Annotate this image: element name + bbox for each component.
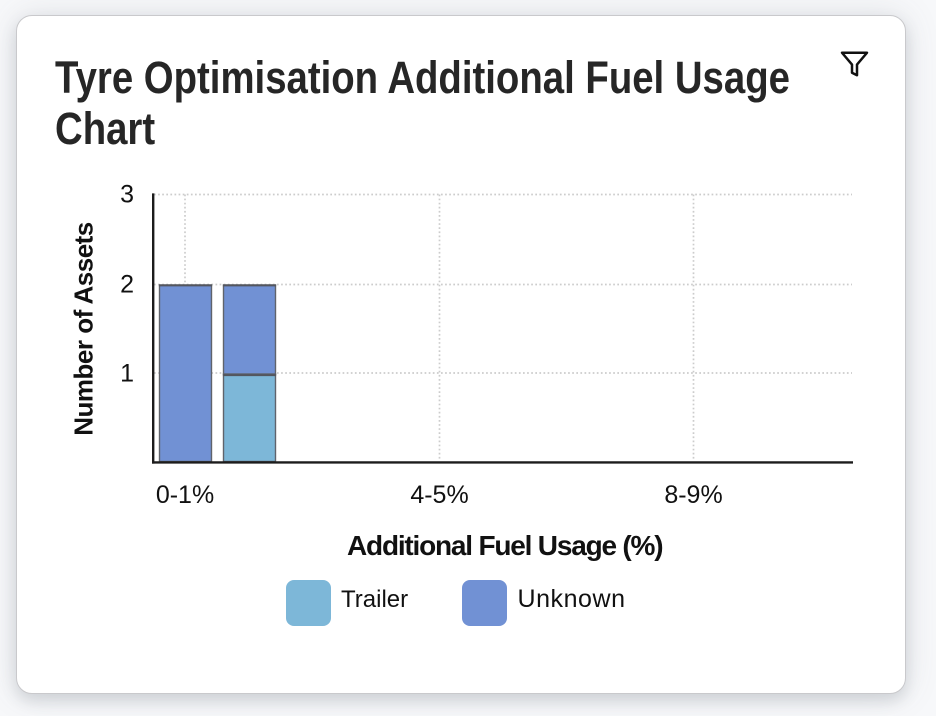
svg-text:4-5%: 4-5%	[410, 481, 468, 509]
svg-text:Additional Fuel Usage (%): Additional Fuel Usage (%)	[347, 530, 662, 561]
svg-text:3: 3	[120, 181, 134, 209]
svg-text:2: 2	[120, 271, 134, 299]
svg-text:0-1%: 0-1%	[156, 481, 214, 509]
svg-text:8-9%: 8-9%	[664, 481, 722, 509]
svg-text:1: 1	[120, 360, 134, 388]
svg-text:Number of Assets: Number of Assets	[69, 222, 99, 436]
